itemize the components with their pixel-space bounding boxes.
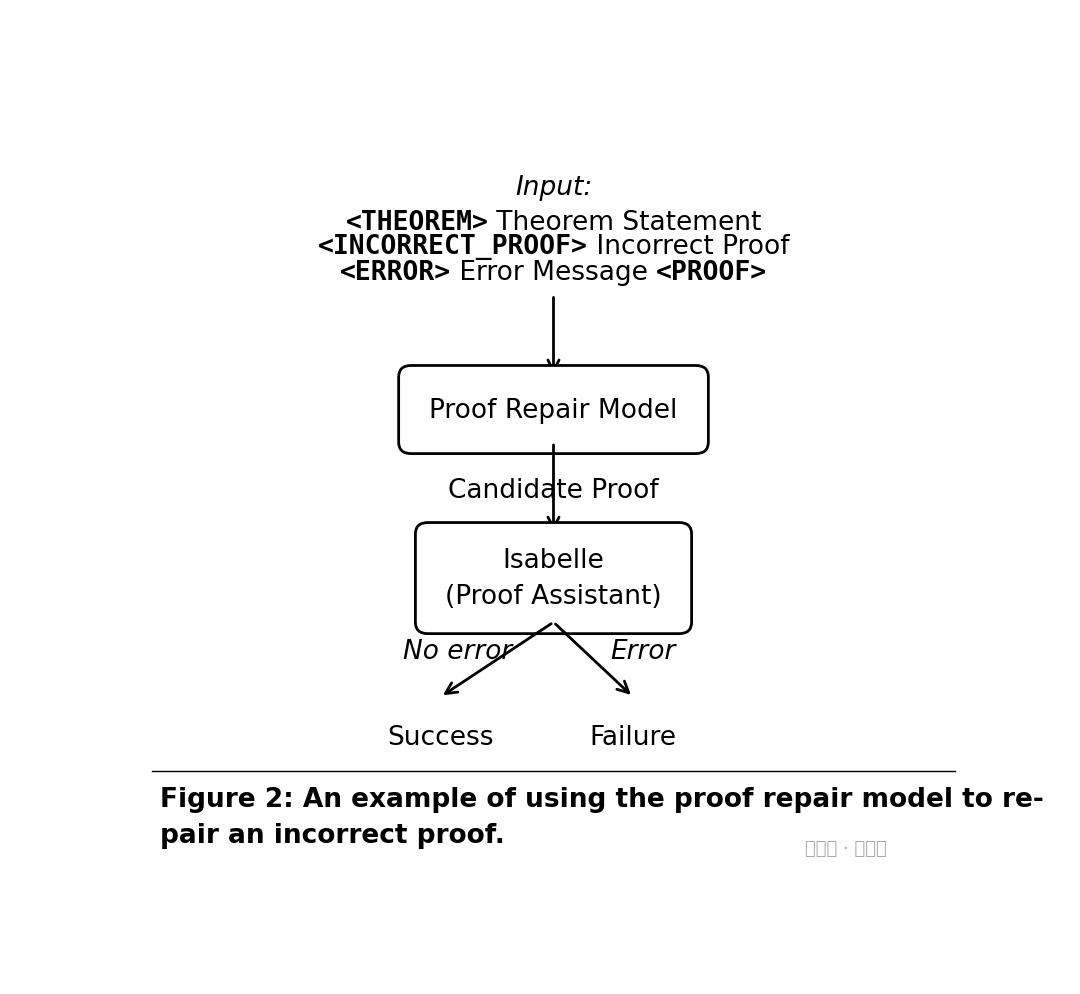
Text: <INCORRECT_PROOF>: <INCORRECT_PROOF> xyxy=(318,235,588,260)
Text: Proof Repair Model: Proof Repair Model xyxy=(430,398,677,423)
Text: Figure 2: An example of using the proof repair model to re-
pair an incorrect pr: Figure 2: An example of using the proof … xyxy=(160,786,1044,849)
Text: Error Message: Error Message xyxy=(450,259,657,285)
Text: <THEOREM>: <THEOREM> xyxy=(346,210,488,236)
Text: Incorrect Proof: Incorrect Proof xyxy=(588,235,789,260)
FancyBboxPatch shape xyxy=(416,523,691,634)
Text: No error: No error xyxy=(403,638,512,664)
Text: Success: Success xyxy=(388,724,494,749)
Text: Isabelle
(Proof Assistant): Isabelle (Proof Assistant) xyxy=(445,548,662,609)
Text: Candidate Proof: Candidate Proof xyxy=(448,477,659,504)
Text: Error: Error xyxy=(610,638,676,664)
Text: Theorem Statement: Theorem Statement xyxy=(488,210,761,236)
Text: 公众号 · 新智元: 公众号 · 新智元 xyxy=(805,839,887,857)
Text: Input:: Input: xyxy=(515,175,592,201)
FancyBboxPatch shape xyxy=(399,366,708,454)
Text: <ERROR>: <ERROR> xyxy=(340,259,450,285)
Text: Failure: Failure xyxy=(590,724,676,749)
Text: <PROOF>: <PROOF> xyxy=(657,259,767,285)
